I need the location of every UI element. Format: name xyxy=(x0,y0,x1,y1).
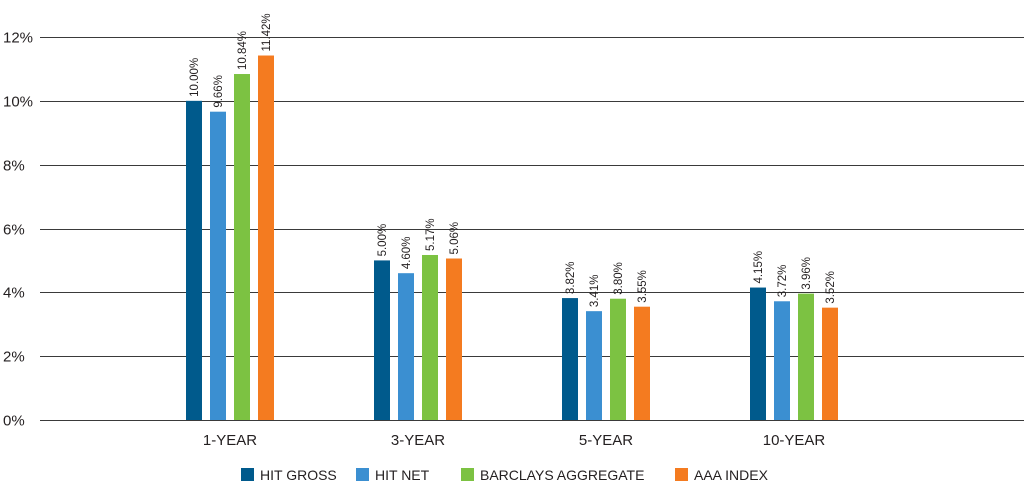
data-label: 10.00% xyxy=(189,58,201,97)
data-labels: 10.00% 5.00% 3.82% 4.15% 9.66% 4.60% 3.41% 3.72… xyxy=(189,13,837,307)
bar-aaa-index-3-year xyxy=(446,258,462,420)
legend-label-hit-net: HIT NET xyxy=(375,467,430,483)
data-label: 4.15% xyxy=(753,251,765,284)
category-label-5-year: 5-YEAR xyxy=(579,432,633,449)
data-label: 3.96% xyxy=(801,257,813,290)
bar-barclays-aggregate-10-year xyxy=(798,293,814,420)
bar-barclays-aggregate-1-year xyxy=(234,74,250,421)
category-label-3-year: 3-YEAR xyxy=(391,432,445,449)
legend-swatch-hit-gross xyxy=(241,468,254,481)
data-label: 4.60% xyxy=(401,237,413,270)
data-label: 3.82% xyxy=(565,261,577,294)
data-label: 3.41% xyxy=(589,275,601,308)
bar-hit-net-3-year xyxy=(398,273,414,420)
data-label: 9.66% xyxy=(213,75,225,108)
bar-aaa-index-10-year xyxy=(822,307,838,420)
bars xyxy=(186,55,838,421)
data-label: 11.42% xyxy=(261,13,273,51)
data-label: 5.06% xyxy=(449,222,461,255)
data-label: 3.55% xyxy=(637,270,649,303)
y-tick-label: 4% xyxy=(3,285,25,302)
data-label: 5.17% xyxy=(425,218,437,251)
category-label-10-year: 10-YEAR xyxy=(763,432,826,449)
y-tick-label: 12% xyxy=(3,30,33,47)
bar-aaa-index-5-year xyxy=(634,306,650,420)
legend-label-barclays-aggregate: BARCLAYS AGGREGATE xyxy=(480,467,644,483)
data-label: 10.84% xyxy=(237,31,249,70)
legend: HIT GROSS HIT NET BARCLAYS AGGREGATE AAA IN… xyxy=(241,467,769,483)
y-tick-label: 0% xyxy=(3,413,25,430)
y-tick-label: 2% xyxy=(3,349,25,366)
y-tick-label: 10% xyxy=(3,94,33,111)
data-label: 5.00% xyxy=(377,224,389,257)
bar-barclays-aggregate-5-year xyxy=(610,298,626,420)
data-label: 3.80% xyxy=(613,262,625,295)
legend-swatch-barclays-aggregate xyxy=(461,468,474,481)
x-axis-categories: 1-YEAR 3-YEAR 5-YEAR 10-YEAR xyxy=(203,432,826,449)
y-axis-ticks: 0% 2% 4% 6% 8% 10% 12% xyxy=(3,30,33,430)
y-tick-label: 6% xyxy=(3,222,25,239)
bar-aaa-index-1-year xyxy=(258,55,274,421)
bar-hit-net-10-year xyxy=(774,301,790,420)
y-tick-label: 8% xyxy=(3,158,25,175)
bar-hit-net-5-year xyxy=(586,311,602,420)
gridlines xyxy=(40,37,1024,421)
bar-hit-gross-1-year xyxy=(186,100,202,420)
legend-swatch-hit-net xyxy=(356,468,369,481)
bar-hit-gross-3-year xyxy=(374,260,390,420)
category-label-1-year: 1-YEAR xyxy=(203,432,257,449)
bar-hit-net-1-year xyxy=(210,111,226,420)
legend-label-hit-gross: HIT GROSS xyxy=(260,467,337,483)
bar-hit-gross-10-year xyxy=(750,287,766,420)
legend-swatch-aaa-index xyxy=(675,468,688,481)
bar-barclays-aggregate-3-year xyxy=(422,254,438,420)
data-label: 3.52% xyxy=(825,271,837,304)
data-label: 3.72% xyxy=(777,265,789,298)
legend-label-aaa-index: AAA INDEX xyxy=(694,467,769,483)
bar-hit-gross-5-year xyxy=(562,298,578,420)
